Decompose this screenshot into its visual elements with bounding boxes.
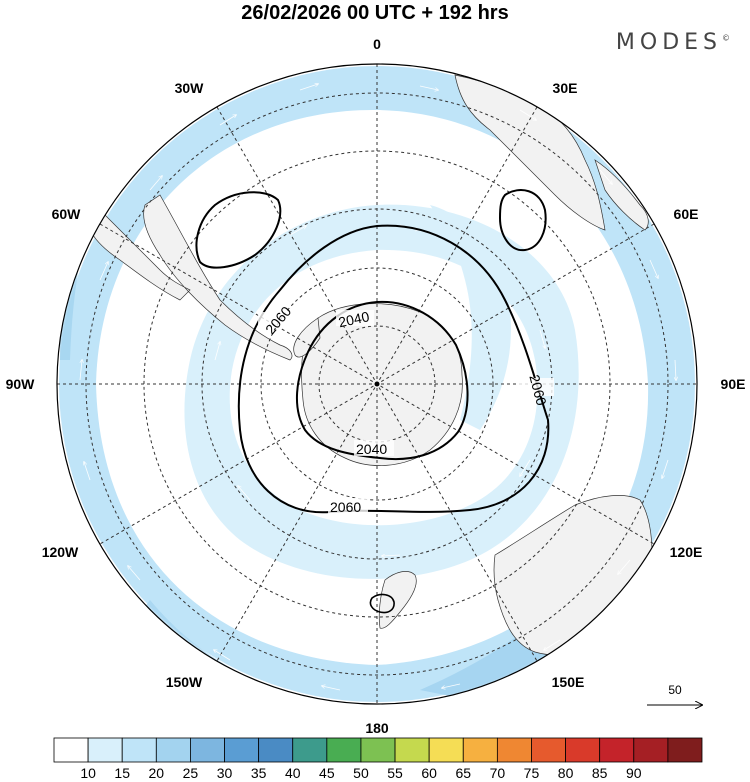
colorbar-swatch (326, 737, 362, 763)
lon-label-120e: 120E (670, 544, 703, 560)
brand-logo: MODES© (616, 30, 730, 55)
colorbar-tick-label: 20 (149, 765, 165, 781)
contour-label: 2060 (526, 373, 550, 407)
lon-label-90e: 90E (721, 376, 746, 392)
colorbar-tick-label: 65 (455, 765, 471, 781)
colorbar-tick-label: 30 (217, 765, 233, 781)
lon-label-60w: 60W (52, 206, 82, 222)
jet-core-sw (120, 600, 330, 704)
colorbar-tick-label: 85 (592, 765, 608, 781)
colorbar-tick-label: 90 (626, 765, 642, 781)
colorbar-swatch (428, 737, 464, 763)
contour-2060-outer (237, 224, 550, 514)
colorbar-tick-label: 50 (353, 765, 369, 781)
lon-label-150w: 150W (166, 674, 203, 690)
contour-2040 (295, 300, 469, 461)
colorbar-swatch (565, 737, 601, 763)
colorbar-swatch (224, 737, 260, 763)
contour-2060-high-west (195, 191, 282, 269)
colorbar-swatch (53, 737, 89, 763)
colorbar-swatch (87, 737, 123, 763)
colorbar-tick-label: 40 (285, 765, 301, 781)
colorbar-tick-label: 75 (524, 765, 540, 781)
lon-label-180: 180 (365, 720, 389, 736)
colorbar-swatch (292, 737, 328, 763)
colorbar: 10 15 20 25 30 35 40 45 50 55 60 65 70 75 80 85 90 (53, 737, 703, 781)
colorbar-swatch (121, 737, 157, 763)
colorbar-swatch (599, 737, 635, 763)
contour-2060-high-east (498, 189, 547, 252)
colorbar-swatch (462, 737, 498, 763)
colorbar-swatch (155, 737, 191, 763)
brand-name: MODES (615, 30, 722, 55)
lon-label-60e: 60E (674, 206, 699, 222)
colorbar-swatch (394, 737, 430, 763)
antarctic-peninsula (293, 317, 321, 358)
colorbar-swatch (531, 737, 566, 763)
colorbar-swatch (360, 737, 396, 763)
colorbar-tick-label: 25 (183, 765, 199, 781)
south-pole-marker (374, 381, 380, 387)
contour-label: 2040 (356, 441, 387, 457)
colorbar-tick-label: 35 (251, 765, 267, 781)
colorbar-tick-label: 45 (319, 765, 335, 781)
lon-label-90w: 90W (6, 376, 36, 392)
colorbar-swatch (258, 737, 294, 763)
madagascar (594, 159, 649, 231)
reference-vector-label: 50 (668, 683, 682, 697)
south-america (89, 194, 293, 361)
colorbar-swatch (633, 737, 669, 763)
map-title: 26/02/2026 00 UTC + 192 hrs (241, 2, 509, 24)
colorbar-swatch (496, 737, 532, 763)
lon-label-30w: 30W (175, 80, 205, 96)
colorbar-tick-label: 10 (80, 765, 96, 781)
colorbar-swatch (190, 737, 225, 763)
colorbar-tick-label: 15 (114, 765, 130, 781)
new-zealand (378, 571, 417, 629)
brand-mark: © (722, 33, 730, 43)
colorbar-tick-label: 70 (490, 765, 506, 781)
jet-branch-east (430, 205, 511, 430)
contour-label: 2040 (337, 308, 371, 330)
colorbar-swatch (667, 737, 703, 763)
lon-label-150e: 150E (552, 674, 585, 690)
contour-small-nz (369, 593, 395, 614)
contour-label: 2060 (330, 499, 361, 515)
lon-label-30e: 30E (553, 80, 578, 96)
wind-vectors (79, 84, 676, 691)
colorbar-tick-label: 80 (558, 765, 574, 781)
map-border (56, 63, 698, 705)
colorbar-tick-label: 60 (421, 765, 437, 781)
colorbar-tick-label: 55 (387, 765, 403, 781)
lon-label-120w: 120W (42, 544, 79, 560)
geopotential-contours (195, 189, 550, 614)
lon-label-0: 0 (373, 36, 381, 52)
